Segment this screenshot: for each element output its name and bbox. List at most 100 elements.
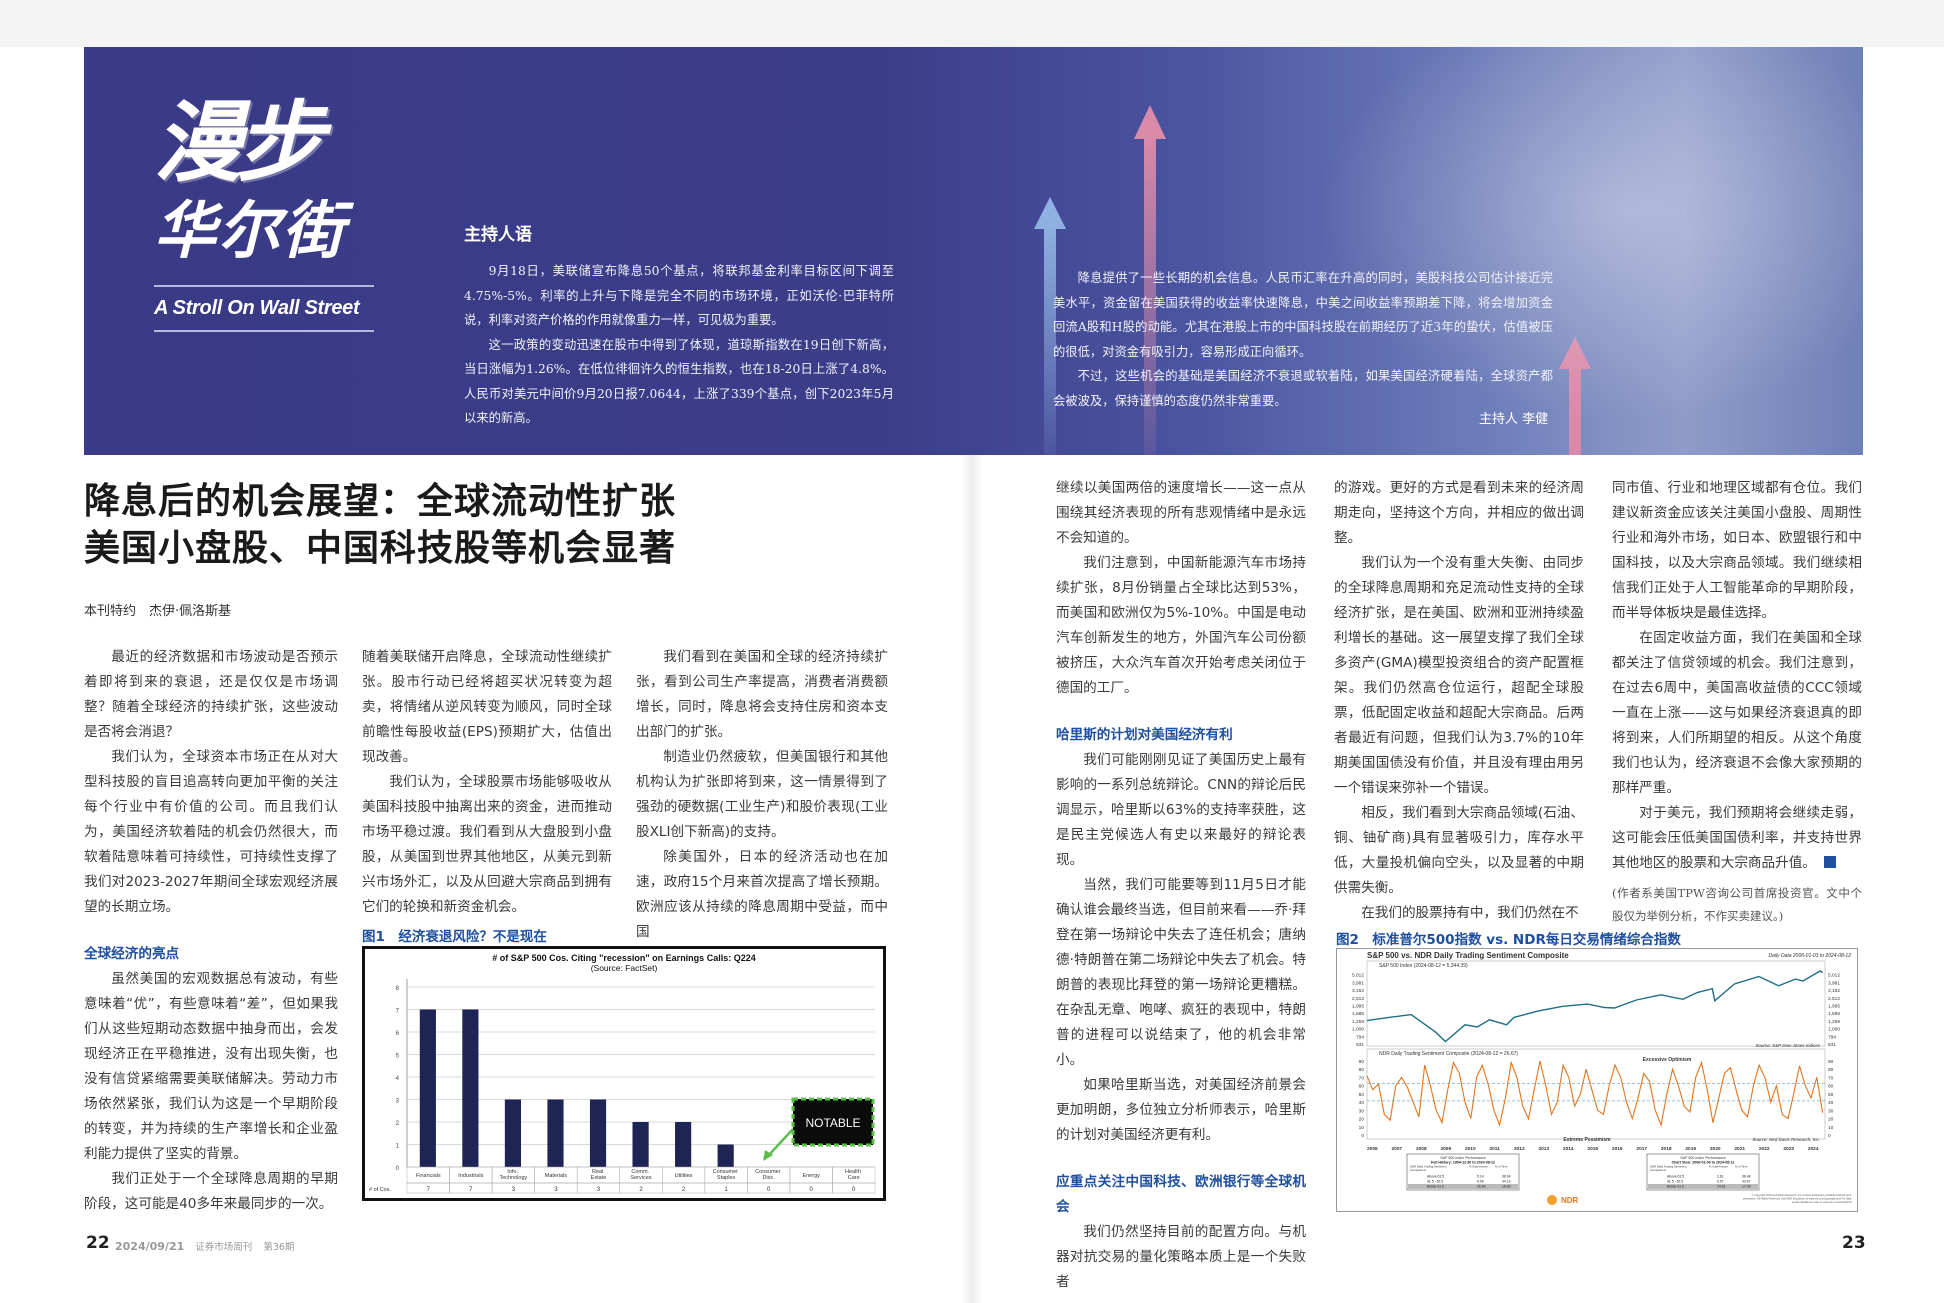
paragraph: 我们认为一个没有重大失衡、由同步的全球降息周期和充足流动性支持的全球经济扩张，是… — [1334, 551, 1584, 801]
y-tick-label-right: 1,995 — [1828, 1004, 1840, 1010]
text: 对于美元，我们预期将会继续走弱，这可能会压低美国国债利率，并支持世界其他地区的股… — [1612, 805, 1862, 871]
chart-subtitle: (Source: FactSet) — [591, 963, 658, 973]
paragraph: 我们正处于一个全球降息周期的早期阶段，这可能是40多年来最同步的一次。 — [84, 1167, 338, 1217]
category-label: Energy — [802, 1173, 820, 1179]
source-label: Source: Ned Davis Research, Inc. — [1752, 1137, 1820, 1142]
figure-1-chart: # of S&P 500 Cos. Citing "recession" on … — [362, 946, 886, 1201]
paragraph: 我们认为，全球资本市场正在从对大型科技股的盲目追高转向更加平衡的关注每个行业中有… — [84, 745, 338, 920]
section-heading: 哈里斯的计划对美国经济有利 — [1056, 723, 1306, 748]
text: 全球经济的亮点 — [84, 946, 180, 962]
y-tick-label-right: 2,512 — [1828, 996, 1840, 1002]
table-header: % of Time — [1495, 1165, 1508, 1169]
y-tick-label: 20 — [1359, 1117, 1365, 1123]
figure-1-caption: 图1 经济衰退风险？不是现在 — [362, 929, 547, 945]
host-heading: 主持人语 — [464, 225, 532, 245]
chart-title: S&P 500 vs. NDR Daily Trading Sentiment … — [1367, 951, 1569, 960]
y-tick-label: 1,259 — [1352, 1019, 1364, 1025]
text: 我们注意到，中国新能源汽车市场持续扩张，8月份销量占全球比达到53%，而美国和欧… — [1056, 555, 1306, 696]
y-tick-label: 70 — [1359, 1075, 1365, 1081]
text: 我们认为，全球资本市场正在从对大型科技股的盲目追高转向更加平衡的关注每个行业中有… — [84, 749, 338, 915]
paragraph: 在我们的股票持有中，我们仍然在不 — [1334, 901, 1584, 926]
y-tick-label: 3,162 — [1352, 988, 1364, 994]
figure-2-caption: 图2 标准普尔500指数 vs. NDR每日交易情绪综合指数 — [1336, 932, 1681, 948]
logo-cn-line2: 华尔街 — [154, 194, 347, 267]
top-margin — [0, 0, 1944, 47]
y-tick-label-right: 1,259 — [1828, 1019, 1840, 1025]
table-cell: 3.61 — [1717, 1175, 1724, 1179]
divider — [154, 330, 374, 332]
paragraph: 最近的经济数据和市场波动是否预示着即将到来的衰退，还是仅仅是市场调整？随着全球经… — [84, 645, 338, 745]
x-tick-label: 2009 — [1440, 1146, 1451, 1152]
bar — [675, 1122, 692, 1167]
page-number-right: 23 — [1842, 1233, 1866, 1253]
text-line: Composite Is — [1410, 1168, 1427, 1172]
figure-2-chart: S&P 500 vs. NDR Daily Trading Sentiment … — [1336, 948, 1858, 1212]
table-cell: Below 41.5 — [1427, 1185, 1444, 1189]
table-cell: 26.93 — [1477, 1185, 1486, 1189]
text: 随着美联储开启降息，全球流动性继续扩张。股市行动已经将超买状况转变为超卖，将情绪… — [362, 649, 612, 765]
y-tick-label: 6 — [396, 1031, 400, 1037]
table-header: NDR Daily Trading Sentiment Composite Is — [1650, 1165, 1687, 1172]
author-note: (作者系美国TPW咨询公司首席投资官。文中个股仅为举例分析，不作买卖建议。) — [1612, 882, 1862, 928]
text-line: vendor disclaimers refer to www.ndr.com/… — [1792, 1200, 1853, 1204]
category-label: Real Estate — [591, 1169, 607, 1181]
panel-frame — [1366, 960, 1826, 1047]
bar — [632, 1122, 649, 1167]
text-line: Estate — [591, 1175, 607, 1181]
table-cell: 5.14 — [1477, 1175, 1484, 1179]
text: 如果哈里斯当选，对美国经济前景会更加明朗，多位独立分析师表示，哈里斯的计划对美国… — [1056, 1077, 1306, 1143]
text-line: Technology — [499, 1175, 527, 1181]
paragraph: 我们注意到，中国新能源汽车市场持续扩张，8月份销量占全球比达到53%，而美国和欧… — [1056, 551, 1306, 701]
panel-frame — [1366, 1048, 1826, 1140]
magazine-name: 证券市场周刊 — [195, 1242, 253, 1253]
y-tick-label-right: 0 — [1828, 1133, 1831, 1139]
y-tick-label: 1,995 — [1352, 1004, 1364, 1010]
y-tick-label-right: 30 — [1828, 1108, 1834, 1114]
text-line: Info. — [507, 1169, 519, 1175]
article-column-2: 随着美联储开启降息，全球流动性继续扩张。股市行动已经将超买状况转变为超卖，将情绪… — [362, 645, 612, 920]
text: 我们仍然坚持目前的配置方向。与机器对抗交易的量化策略本质上是一个失败者 — [1056, 1224, 1306, 1290]
x-tick-label: 2022 — [1759, 1146, 1770, 1152]
paragraph: 我们仍然坚持目前的配置方向。与机器对抗交易的量化策略本质上是一个失败者 — [1056, 1220, 1306, 1295]
y-tick-label-right: 70 — [1828, 1075, 1834, 1081]
y-tick-label-right: 10 — [1828, 1125, 1834, 1131]
table-row-highlight — [1648, 1184, 1758, 1189]
section-heading: 应重点关注中国科技、欧洲银行等全球机会 — [1056, 1170, 1306, 1220]
value-label: 0 — [767, 1187, 771, 1193]
y-tick-label-right: 1,585 — [1828, 1011, 1840, 1017]
text: (作者系美国TPW咨询公司首席投资官。文中个股仅为举例分析，不作买卖建议。) — [1612, 886, 1862, 923]
issue-number: 第36期 — [263, 1242, 295, 1253]
text-line: Services — [630, 1175, 651, 1181]
paragraph: 我们看到在美国和全球的经济持续扩张，看到公司生产率提高，消费者消费额增长，同时，… — [636, 645, 888, 745]
article-column-5: 的游戏。更好的方式是看到未来的经济周期走向，坚持这个方向，并相应的做出调整。 我们… — [1334, 476, 1584, 926]
category-label: Consumer Disc. — [755, 1169, 782, 1181]
value-label: 1 — [724, 1187, 728, 1193]
article-title: 降息后的机会展望：全球流动性扩张 美国小盘股、中国科技股等机会显著 — [84, 478, 676, 572]
upper-zone-label: Excessive Optimism — [1643, 1057, 1692, 1063]
bar — [504, 1099, 522, 1167]
paragraph: 我们认为，全球股票市场能够吸收从美国科技股中抽离出来的资金，进而推动市场平稳过渡… — [362, 770, 612, 920]
table-cell: 16.83 — [1502, 1185, 1511, 1189]
text: 我们看到在美国和全球的经济持续扩张，看到公司生产率提高，消费者消费额增长，同时，… — [636, 649, 888, 740]
y-tick-label: 8 — [396, 986, 400, 992]
y-tick-label-right: 90 — [1828, 1059, 1834, 1065]
legend-label: S&P 500 Index (2024-08-12 = 5,344.39) — [1379, 963, 1468, 969]
x-tick-label: 2012 — [1514, 1146, 1525, 1152]
host-paragraph: 不过，这些机会的基础是美国经济不衰退或软着陆，如果美国经济硬着陆，全球资产都会被… — [1053, 369, 1553, 408]
host-paragraph: 这一政策的变动迅速在股市中得到了体现，道琼斯指数在19日创下新高，当日涨幅为1.… — [464, 337, 894, 426]
arrow-head-icon — [763, 1150, 773, 1161]
y-tick-label-right: 20 — [1828, 1117, 1834, 1123]
value-label: 2 — [682, 1187, 686, 1193]
lower-zone-label: Extreme Pessimism — [1563, 1137, 1611, 1143]
table-title: S&P 500 Index Performance — [1680, 1156, 1725, 1160]
table-cell: 17.93 — [1742, 1185, 1751, 1189]
x-tick-label: 2019 — [1685, 1146, 1696, 1152]
text: 虽然美国的宏观数据总有波动，有些意味着“优”，有些意味着“差”，但如果我们从这些… — [84, 971, 338, 1162]
x-tick-label: 2014 — [1563, 1146, 1574, 1152]
table-row-highlight — [1408, 1184, 1518, 1189]
table-cell: Below 41.5 — [1667, 1185, 1684, 1189]
y-tick-label-right: 631 — [1828, 1042, 1836, 1048]
text: 当然，我们可能要等到11月5日才能确认谁会最终当选，但目前来看——乔·拜登在第一… — [1056, 877, 1306, 1068]
y-tick-label: 30 — [1359, 1108, 1365, 1114]
text-line: Comm. — [631, 1169, 650, 1175]
